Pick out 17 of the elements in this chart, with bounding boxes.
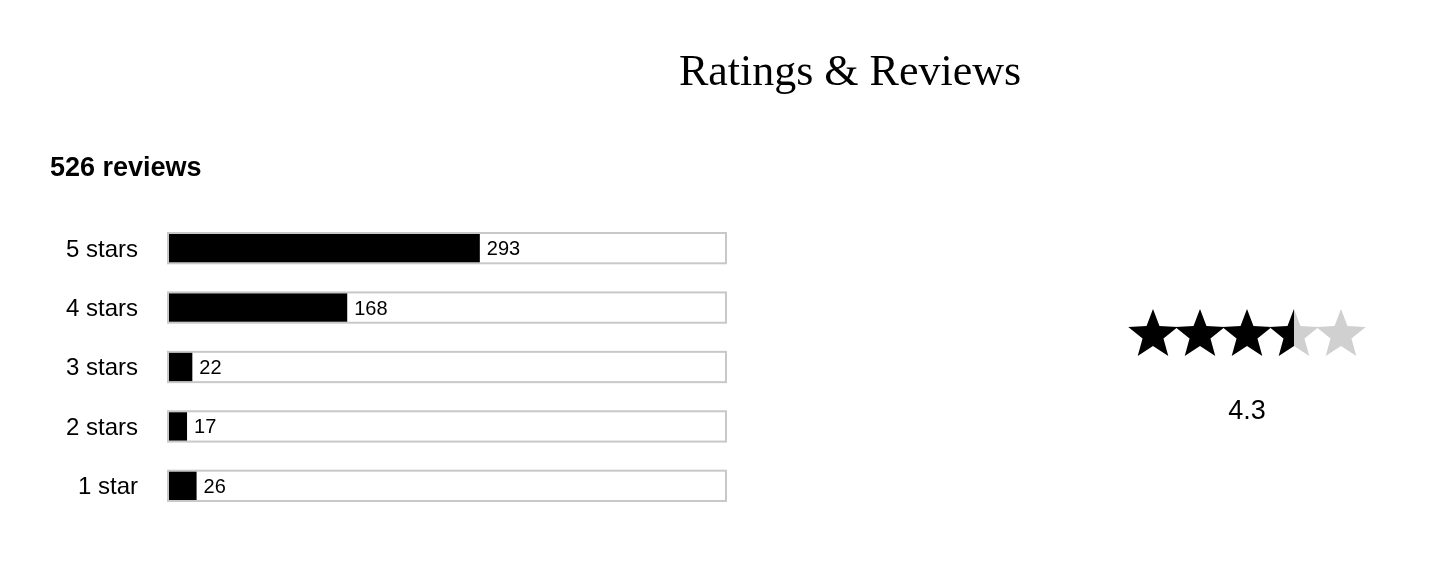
y-tick-label: 4 stars	[65, 293, 138, 321]
bar	[169, 412, 188, 441]
text: Ratings & Reviews	[678, 46, 1022, 96]
bar	[169, 293, 348, 322]
data-label: 26	[203, 474, 226, 497]
data-label: 22	[199, 356, 222, 378]
data-label: 168	[354, 296, 388, 319]
y-tick-label: 5 stars	[65, 234, 138, 262]
bar	[169, 352, 193, 382]
data-label: 293	[486, 237, 521, 260]
chart-subtitle: 526 reviews	[50, 152, 202, 183]
text: 4.3	[1228, 395, 1266, 426]
data-label: 17	[194, 415, 217, 438]
y-tick-label: 1 star	[77, 472, 138, 500]
y-tick-label: 2 stars	[65, 412, 138, 440]
bar	[169, 471, 197, 500]
y-tick-label: 3 stars	[65, 353, 138, 381]
